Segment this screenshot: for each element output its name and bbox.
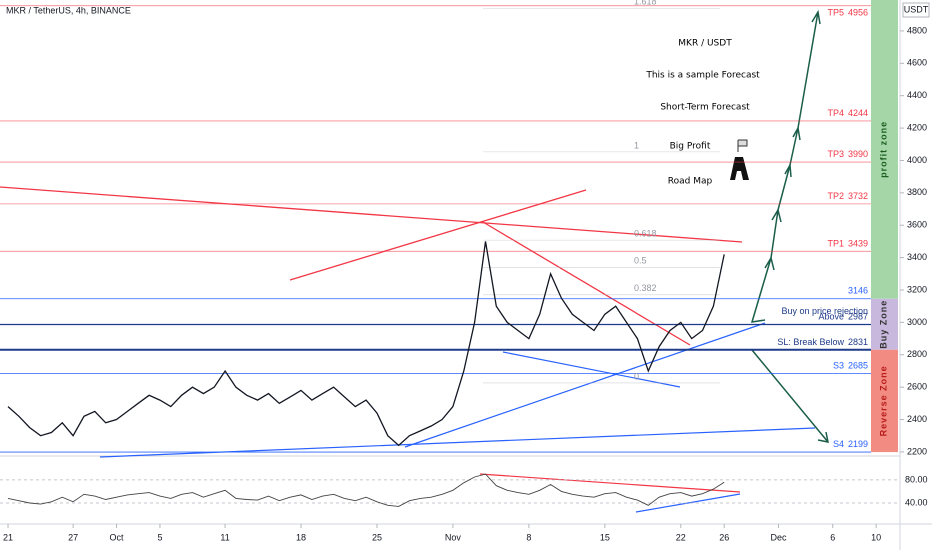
level-value: 2831: [848, 337, 868, 347]
level-name: TP1: [827, 239, 844, 249]
level-value: 2987: [848, 312, 868, 322]
zone: [871, 0, 898, 299]
rsi-trend-line: [635, 493, 741, 513]
trend-line: [289, 189, 587, 281]
level-name: Above: [818, 312, 844, 322]
level-name: TP4: [827, 108, 844, 118]
trend-line: [502, 351, 681, 388]
road-icon: [730, 157, 749, 180]
level-value: 4244: [848, 108, 868, 118]
rsi-line: [7, 473, 725, 507]
level-label: SL: Break Below 2831: [777, 337, 868, 347]
x-tick-label: 5: [157, 532, 162, 542]
fib-label: 1: [634, 140, 639, 150]
x-tick-label: 10: [871, 532, 881, 542]
y-tick-label: 4000: [907, 155, 927, 165]
level-value: 4956: [848, 8, 868, 18]
zone: [871, 349, 898, 453]
level-label: TP3 3990: [827, 149, 868, 159]
trend-line: [0, 186, 743, 243]
fib-label: 0.618: [634, 229, 657, 239]
x-tick-label: 27: [68, 532, 78, 542]
y-tick-label: 4200: [907, 122, 927, 132]
x-tick-label: 25: [372, 532, 382, 542]
level-label: TP4 4244: [827, 108, 868, 118]
level-label: S4 2199: [833, 439, 868, 449]
subtitle: This is a sample Forecast: [645, 71, 760, 81]
level-label: 3146: [848, 286, 868, 296]
y-tick-label: 3000: [907, 317, 927, 327]
unit: USDT: [904, 4, 929, 14]
forecast-arrows: [750, 9, 829, 443]
level-value: 3732: [848, 191, 868, 201]
level-value: 3146: [848, 286, 868, 296]
header: MKR / TetherUS, 4h, BINANCE: [6, 5, 131, 15]
rsi-trend-line: [479, 473, 741, 493]
note: Big Profit: [670, 142, 711, 152]
level-label: S3 2685: [833, 361, 868, 371]
y-tick-label: 3200: [907, 284, 927, 294]
fib-label: 0.5: [634, 256, 647, 266]
title: MKR / USDT: [678, 39, 732, 49]
level-value: 2685: [848, 361, 868, 371]
y-tick-label: 2200: [907, 446, 927, 456]
x-tick-label: 6: [830, 532, 835, 542]
x-tick-label: Nov: [445, 532, 462, 542]
level-name: SL: Break Below: [777, 337, 844, 347]
level-name: TP5: [827, 8, 844, 18]
x-tick-label: 21: [3, 532, 13, 542]
y-tick-label: 3600: [907, 220, 927, 230]
level-label: Above 2987: [818, 312, 868, 322]
rsi-tick-label: 80.00: [905, 474, 928, 484]
x-tick-label: 22: [676, 532, 686, 542]
rsi-tick-label: 40.00: [905, 497, 928, 507]
x-tick-label: 8: [526, 532, 531, 542]
level-label: TP2 3732: [827, 191, 868, 201]
y-tick-label: 4800: [907, 25, 927, 35]
y-tick-label: 2400: [907, 414, 927, 424]
level-value: 3990: [848, 149, 868, 159]
x-tick-label: 26: [719, 532, 729, 542]
zone: [871, 298, 898, 350]
y-tick-label: 3800: [907, 187, 927, 197]
annotation: Buy on price rejection: [781, 306, 868, 316]
subtitle: Short-Term Forecast: [660, 103, 750, 113]
y-tick-label: 2800: [907, 349, 927, 359]
note: Road Map: [668, 177, 713, 187]
fib-label: 1.618: [634, 0, 657, 7]
fib-label: 0.382: [634, 283, 657, 293]
price-line: [7, 241, 725, 447]
level-value: 3439: [848, 239, 868, 249]
x-tick-label: 18: [296, 532, 306, 542]
level-value: 2199: [848, 439, 868, 449]
level-label: TP5 4956: [827, 8, 868, 18]
x-tick-label: 15: [600, 532, 610, 542]
level-name: TP2: [827, 191, 844, 201]
trend-line: [404, 322, 766, 448]
level-name: S4: [833, 439, 844, 449]
x-tick-label: Dec: [770, 532, 787, 542]
level-label: TP1 3439: [827, 239, 868, 249]
y-tick-label: 3400: [907, 252, 927, 262]
y-tick-label: 4400: [907, 90, 927, 100]
zone-label: profit zone: [878, 121, 888, 178]
zone-label: Buy Zone: [878, 300, 888, 349]
y-tick-label: 4600: [907, 58, 927, 68]
x-tick-label: 11: [220, 532, 229, 542]
unit-box: [902, 2, 930, 18]
fib-label: 0: [634, 371, 639, 381]
zone-label: Reverse Zone: [878, 365, 888, 436]
y-tick-label: 2600: [907, 382, 927, 392]
level-name: TP3: [827, 149, 844, 159]
x-tick-label: Oct: [110, 532, 125, 542]
flag-icon: [737, 139, 748, 152]
level-name: S3: [833, 361, 844, 371]
